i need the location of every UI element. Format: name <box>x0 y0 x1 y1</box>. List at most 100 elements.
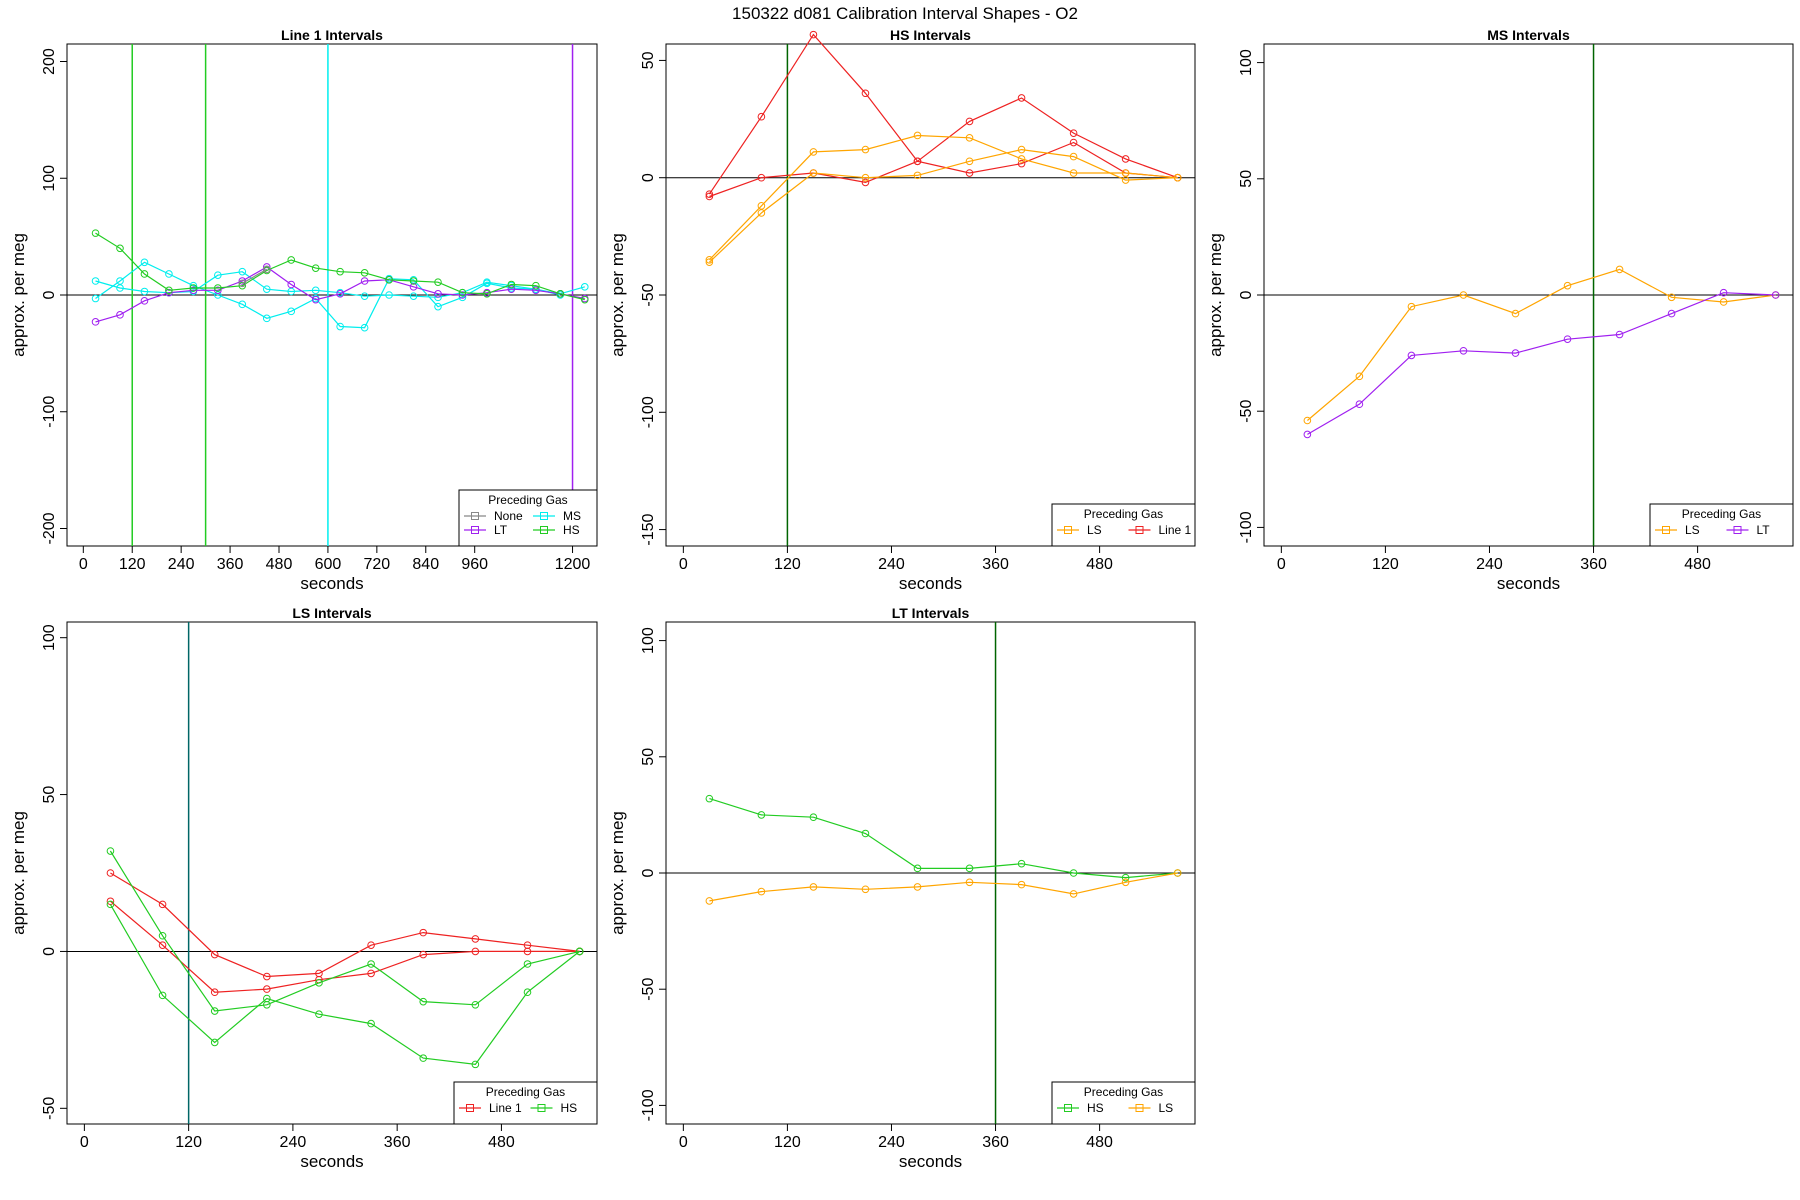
y-axis-label: approx. per meg <box>9 233 28 357</box>
legend: Preceding Gas Line 1 HS <box>453 1081 598 1125</box>
data-point <box>214 284 222 292</box>
series-line <box>1307 268 1776 421</box>
data-point <box>861 89 870 98</box>
legend-label: None <box>494 509 523 523</box>
data-point <box>507 280 516 289</box>
legend-swatch-marker <box>537 1104 546 1112</box>
y-tick-label: -50 <box>640 978 657 1001</box>
legend-box <box>458 489 598 547</box>
panels-group: Line 1 Intervals 0 120 240 360 480 600 720 840 96… <box>9 27 1794 1171</box>
legend-label: HS <box>1087 1101 1104 1115</box>
x-axis-label: seconds <box>1497 574 1560 593</box>
panel-4: LS Intervals 0 120 240 360 480 -50 0 50 100 second… <box>9 605 598 1171</box>
y-axis-label: approx. per meg <box>608 233 627 357</box>
x-tick-label: 480 <box>266 556 293 573</box>
data-point <box>1459 346 1468 355</box>
data-point <box>262 285 271 293</box>
data-point <box>757 209 766 217</box>
series-lt <box>1303 288 1780 439</box>
legend-label: LS <box>1159 1101 1174 1115</box>
data-point <box>458 293 467 302</box>
data-point <box>1355 372 1364 381</box>
series-hs-a <box>106 847 584 1015</box>
data-point <box>91 277 100 285</box>
legend-label: Line 1 <box>1159 523 1192 537</box>
data-point <box>913 157 922 166</box>
data-point <box>809 883 818 891</box>
legend-title: Preceding Gas <box>486 1085 565 1099</box>
data-point <box>1121 176 1130 184</box>
data-point <box>1121 155 1130 163</box>
data-point <box>705 794 714 803</box>
series-line <box>109 850 580 1012</box>
data-point <box>315 979 323 987</box>
y-axis-label: approx. per meg <box>1206 233 1225 357</box>
y-tick-label: -100 <box>1238 511 1255 543</box>
data-point <box>913 883 922 891</box>
data-point <box>106 847 115 855</box>
legend-swatch-marker <box>1135 526 1144 534</box>
series-line <box>708 33 1178 195</box>
data-point <box>1069 138 1078 147</box>
data-point <box>360 323 369 332</box>
series-ls <box>1303 265 1780 425</box>
x-tick-label: 840 <box>412 556 439 573</box>
x-axis-label: seconds <box>300 574 363 593</box>
y-tick-label: 200 <box>41 48 58 75</box>
x-tick-label: 360 <box>217 556 244 573</box>
data-point <box>1563 335 1572 343</box>
legend-swatch-marker <box>1135 1104 1144 1112</box>
data-point <box>1719 288 1728 297</box>
series-line <box>110 900 580 993</box>
x-tick-label: 360 <box>982 556 1009 573</box>
x-tick-label: 480 <box>488 1134 515 1151</box>
data-point <box>434 302 442 311</box>
data-point <box>757 173 766 182</box>
legend-label: Line 1 <box>489 1101 522 1115</box>
data-point <box>1121 878 1130 887</box>
data-point <box>367 969 375 978</box>
data-point <box>140 287 149 296</box>
legend-label: HS <box>561 1101 578 1115</box>
data-point <box>1615 330 1624 339</box>
data-point <box>116 277 124 285</box>
y-tick-label: 50 <box>1238 170 1255 188</box>
series-ls <box>705 869 1182 905</box>
data-point <box>214 271 222 279</box>
series-line <box>709 872 1178 902</box>
data-point <box>409 277 418 285</box>
data-point <box>210 1038 219 1047</box>
data-point <box>705 190 714 198</box>
data-point <box>315 1010 323 1018</box>
legend-title: Preceding Gas <box>488 493 567 507</box>
series-ls-a <box>705 131 1182 264</box>
data-point <box>1407 302 1416 311</box>
data-point <box>1511 349 1520 357</box>
legend-swatch-marker <box>1733 526 1742 534</box>
data-point <box>311 264 320 272</box>
data-point <box>165 270 173 278</box>
data-point <box>165 288 173 297</box>
data-point <box>189 286 198 295</box>
legend: Preceding Gas LS Line 1 <box>1051 503 1196 547</box>
data-point <box>262 265 271 274</box>
data-point <box>287 280 296 289</box>
data-point <box>360 269 369 277</box>
data-point <box>1121 873 1130 882</box>
data-point <box>287 256 296 264</box>
legend-title: Preceding Gas <box>1084 1085 1163 1099</box>
y-tick-label: 50 <box>41 786 58 804</box>
series-line <box>95 232 585 301</box>
series-line-1-a <box>705 30 1182 198</box>
data-point <box>189 281 198 290</box>
x-tick-label: 360 <box>982 1134 1009 1151</box>
data-point <box>140 270 149 278</box>
plot-frame <box>665 43 1196 547</box>
y-tick-label: 0 <box>640 868 657 877</box>
x-tick-label: 240 <box>878 556 905 573</box>
data-point <box>523 988 532 997</box>
data-point <box>861 145 870 154</box>
data-point <box>757 887 766 896</box>
data-point <box>458 291 467 299</box>
